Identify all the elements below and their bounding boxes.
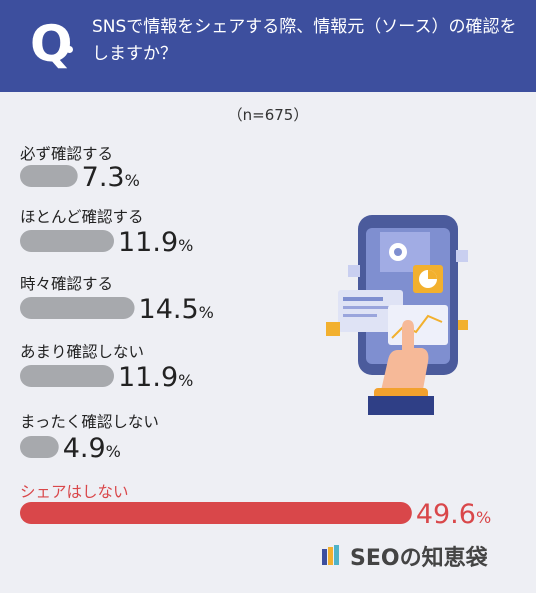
category-label: 時々確認する: [20, 275, 114, 293]
logo-icon: [322, 545, 344, 567]
category-label: 必ず確認する: [20, 145, 114, 163]
bar: [20, 165, 78, 187]
brand-logo: SEOの知恵袋: [322, 542, 488, 571]
category-label: ほとんど確認する: [20, 208, 144, 226]
smartphone-illustration-icon: [326, 215, 468, 415]
category-label: シェアはしない: [20, 483, 129, 501]
data-label: 49.6%: [416, 499, 491, 530]
bar: [20, 502, 412, 524]
logo-text: SEOの知恵袋: [350, 546, 488, 571]
question-header: Q SNSで情報をシェアする際、情報元（ソース）の確認をしますか？: [0, 0, 536, 92]
bar: [20, 297, 135, 319]
data-label: 4.9%: [63, 433, 121, 464]
data-label: 7.3%: [82, 162, 140, 193]
data-label: 14.5%: [139, 294, 214, 325]
q-mark: Q: [30, 15, 73, 73]
question-text: SNSで情報をシェアする際、情報元（ソース）の確認をしますか？: [92, 17, 517, 64]
bar: [20, 230, 115, 252]
sample-size-note: （n=675）: [227, 106, 309, 124]
data-label: 11.9%: [118, 227, 193, 258]
category-label: まったく確認しない: [20, 413, 159, 431]
bar: [20, 365, 115, 387]
category-label: あまり確認しない: [20, 343, 145, 361]
q-dot: [66, 46, 73, 53]
bar: [20, 436, 59, 458]
data-label: 11.9%: [118, 362, 193, 393]
